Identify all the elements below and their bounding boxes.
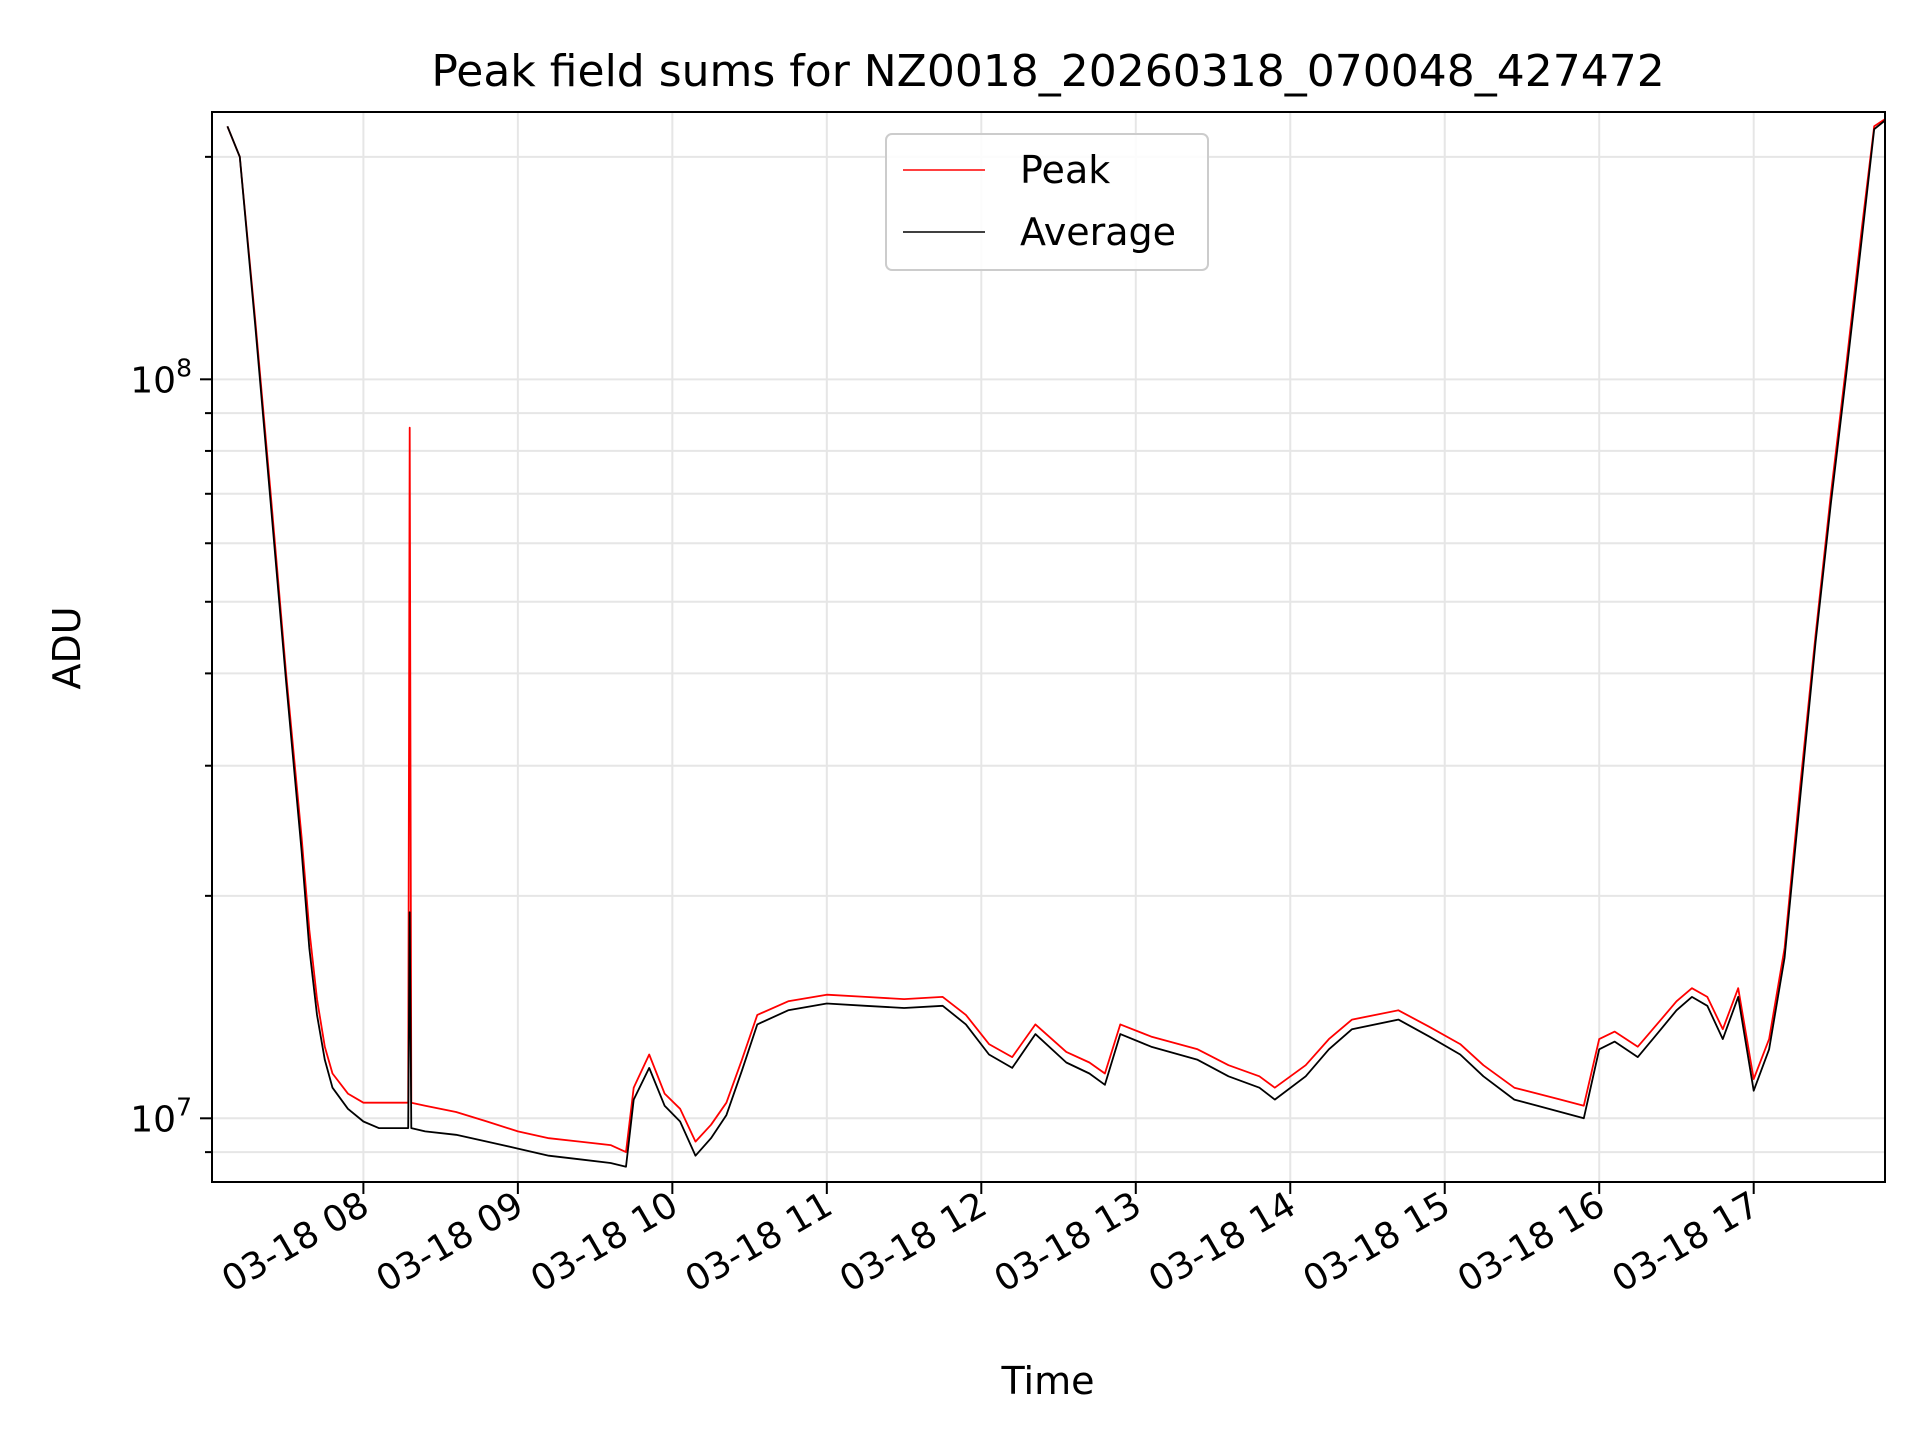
x-axis-label: Time [1001, 1359, 1095, 1403]
series-layer [226, 118, 1886, 1168]
grid-layer [212, 112, 1885, 1182]
chart-title: Peak field sums for NZ0018_20260318_0700… [431, 46, 1664, 97]
legend-box [885, 133, 1209, 271]
legend-label-average: Average [1020, 210, 1176, 254]
legend-label-peak: Peak [1020, 148, 1110, 192]
plot-frame [211, 111, 1886, 1183]
legend: Peak Average [885, 133, 1209, 271]
series-line-average [226, 119, 1886, 1168]
y-axis-label: ADU [45, 606, 89, 689]
y-tick-label: 108 [130, 353, 192, 401]
series-line-peak [226, 118, 1886, 1153]
y-tick-label: 107 [130, 1092, 192, 1140]
